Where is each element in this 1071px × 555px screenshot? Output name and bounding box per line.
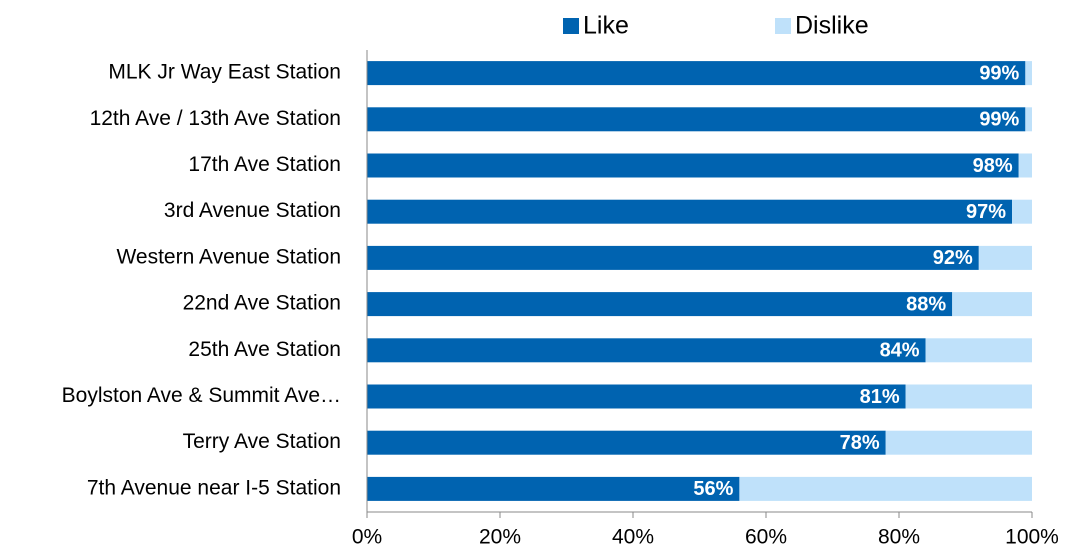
y-tick-label: 25th Ave Station: [188, 338, 341, 361]
y-tick-label: 7th Avenue near I-5 Station: [87, 476, 341, 499]
bar-segment: [367, 292, 953, 317]
data-label: 56%: [693, 478, 733, 500]
data-label: 99%: [979, 62, 1019, 84]
bar-segment: [367, 476, 740, 501]
data-label: 88%: [906, 293, 946, 315]
bar-segment: [952, 292, 1032, 317]
y-tick-label: Terry Ave Station: [183, 430, 341, 453]
bar-segment: [1025, 61, 1032, 86]
x-tick-label: 80%: [878, 526, 920, 549]
y-tick-label: 12th Ave / 13th Ave Station: [90, 107, 341, 130]
legend-label: Like: [583, 12, 629, 40]
x-tick-label: 0%: [352, 526, 382, 549]
bar-segment: [1025, 107, 1032, 132]
data-label: 98%: [973, 155, 1013, 177]
bar-segment: [905, 384, 1032, 409]
data-label: 81%: [860, 386, 900, 408]
x-tick-label: 100%: [1005, 526, 1059, 549]
x-tick-label: 40%: [612, 526, 654, 549]
bar-segment: [1018, 153, 1032, 178]
legend-label: Dislike: [795, 12, 869, 40]
bar-segment: [367, 338, 926, 363]
y-tick-label: Western Avenue Station: [116, 245, 341, 268]
bar-segment: [978, 245, 1032, 270]
legend-swatch: [775, 18, 791, 34]
bar-segment: [739, 476, 1032, 501]
x-tick-label: 20%: [479, 526, 521, 549]
y-tick-label: Boylston Ave & Summit Ave…: [62, 384, 341, 407]
bar-segment: [885, 430, 1032, 455]
data-label: 99%: [979, 109, 1019, 131]
bar-segment: [367, 61, 1026, 86]
bar-segment: [1012, 199, 1032, 224]
bar-segment: [367, 107, 1026, 132]
bar-segment: [925, 338, 1032, 363]
data-label: 92%: [933, 247, 973, 269]
legend-swatch: [563, 18, 579, 34]
data-label: 97%: [966, 201, 1006, 223]
bar-segment: [367, 384, 906, 409]
y-tick-label: 17th Ave Station: [188, 153, 341, 176]
data-label: 78%: [840, 432, 880, 454]
y-tick-label: 3rd Avenue Station: [164, 199, 341, 222]
bar-segment: [367, 245, 979, 270]
bar-segment: [367, 199, 1013, 224]
x-tick-label: 60%: [745, 526, 787, 549]
y-tick-label: MLK Jr Way East Station: [108, 61, 341, 84]
data-label: 84%: [880, 340, 920, 362]
bar-segment: [367, 153, 1019, 178]
y-tick-label: 22nd Ave Station: [183, 292, 341, 315]
bar-segment: [367, 430, 886, 455]
